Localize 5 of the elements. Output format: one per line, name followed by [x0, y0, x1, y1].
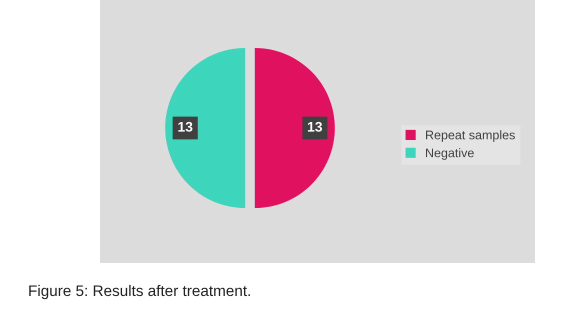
data-label: 13	[308, 122, 322, 132]
data-label: 13	[178, 122, 192, 132]
legend-label: Negative	[426, 148, 474, 160]
caption: Figure 5: Results after treatment.	[29, 284, 250, 300]
legend-label: Repeat samples	[426, 130, 515, 142]
